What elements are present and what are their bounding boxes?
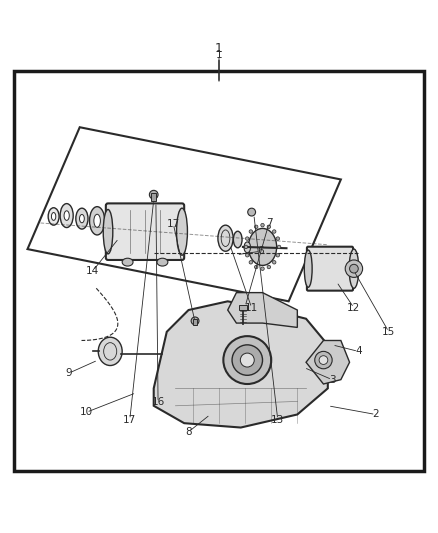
Ellipse shape	[80, 214, 84, 223]
Ellipse shape	[94, 214, 100, 228]
Polygon shape	[306, 341, 350, 384]
Ellipse shape	[64, 211, 69, 220]
Ellipse shape	[89, 207, 105, 235]
Ellipse shape	[248, 229, 277, 265]
Ellipse shape	[103, 209, 113, 254]
Circle shape	[272, 261, 276, 264]
Ellipse shape	[60, 204, 73, 228]
Ellipse shape	[48, 208, 59, 225]
Text: 1: 1	[215, 43, 223, 55]
Ellipse shape	[111, 215, 118, 230]
Text: 12: 12	[347, 303, 360, 313]
Text: 3: 3	[329, 375, 336, 385]
Ellipse shape	[177, 208, 187, 255]
Ellipse shape	[244, 242, 251, 253]
Ellipse shape	[98, 337, 122, 366]
Circle shape	[272, 230, 276, 233]
Ellipse shape	[304, 250, 312, 287]
Circle shape	[315, 351, 332, 369]
Ellipse shape	[149, 190, 158, 199]
Ellipse shape	[122, 258, 133, 266]
Circle shape	[223, 336, 271, 384]
Text: 11: 11	[245, 303, 258, 313]
Text: 17: 17	[167, 219, 180, 229]
Ellipse shape	[191, 317, 199, 325]
Text: 9: 9	[66, 368, 72, 378]
Circle shape	[267, 265, 271, 269]
Text: 16: 16	[152, 397, 165, 407]
FancyBboxPatch shape	[307, 247, 353, 290]
Text: 17: 17	[123, 415, 136, 425]
Text: 13: 13	[271, 415, 284, 425]
Ellipse shape	[106, 207, 124, 239]
Text: 7: 7	[266, 218, 272, 228]
Circle shape	[254, 225, 258, 229]
Circle shape	[350, 264, 358, 273]
Circle shape	[319, 356, 328, 365]
Circle shape	[240, 353, 254, 367]
Text: 6: 6	[257, 246, 264, 256]
FancyBboxPatch shape	[239, 305, 247, 310]
Ellipse shape	[233, 231, 242, 248]
Circle shape	[254, 265, 258, 269]
Circle shape	[276, 237, 279, 240]
Ellipse shape	[157, 258, 168, 266]
Circle shape	[249, 230, 253, 233]
Text: 2: 2	[372, 409, 379, 419]
Text: 15: 15	[382, 327, 396, 337]
Circle shape	[261, 267, 264, 270]
FancyBboxPatch shape	[193, 319, 197, 326]
FancyBboxPatch shape	[106, 204, 184, 260]
Polygon shape	[154, 301, 328, 427]
Circle shape	[249, 261, 253, 264]
Text: 10: 10	[80, 407, 93, 417]
Text: 14: 14	[86, 266, 99, 276]
Circle shape	[246, 237, 249, 240]
Circle shape	[244, 245, 248, 249]
Circle shape	[232, 345, 262, 375]
Polygon shape	[228, 293, 297, 327]
Circle shape	[276, 254, 279, 257]
Text: 4: 4	[355, 346, 362, 357]
Circle shape	[277, 245, 281, 249]
Circle shape	[246, 254, 249, 257]
Circle shape	[261, 223, 264, 227]
Ellipse shape	[76, 208, 88, 229]
Ellipse shape	[51, 213, 56, 220]
Text: 1: 1	[215, 51, 223, 60]
Ellipse shape	[349, 249, 359, 288]
FancyBboxPatch shape	[151, 193, 156, 201]
Circle shape	[267, 225, 271, 229]
Ellipse shape	[248, 208, 255, 216]
Text: 8: 8	[185, 427, 192, 437]
Circle shape	[345, 260, 363, 277]
Ellipse shape	[218, 225, 233, 251]
